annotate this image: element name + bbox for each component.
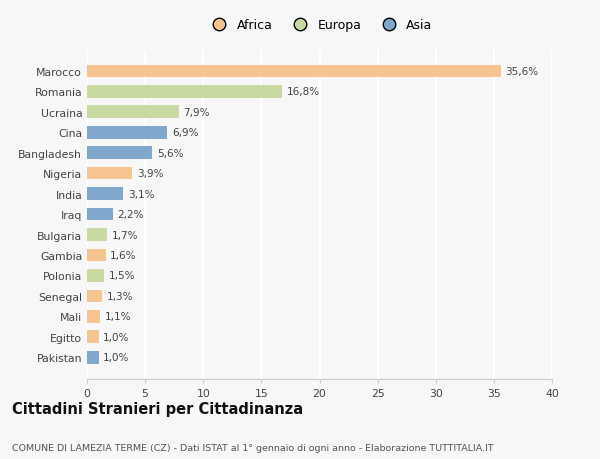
Bar <box>87 269 104 282</box>
Bar <box>87 310 100 323</box>
Text: 1,0%: 1,0% <box>103 353 130 363</box>
Bar <box>87 249 106 262</box>
Text: 1,5%: 1,5% <box>109 271 136 281</box>
Text: 6,9%: 6,9% <box>172 128 199 138</box>
Bar <box>87 147 152 160</box>
Text: 1,0%: 1,0% <box>103 332 130 342</box>
Text: 7,9%: 7,9% <box>184 107 210 118</box>
Text: COMUNE DI LAMEZIA TERME (CZ) - Dati ISTAT al 1° gennaio di ogni anno - Elaborazi: COMUNE DI LAMEZIA TERME (CZ) - Dati ISTA… <box>12 443 494 452</box>
Text: 2,2%: 2,2% <box>117 210 144 219</box>
Legend: Africa, Europa, Asia: Africa, Europa, Asia <box>202 14 437 37</box>
Bar <box>87 127 167 139</box>
Bar <box>87 65 501 78</box>
Bar <box>87 188 123 201</box>
Bar <box>87 330 98 343</box>
Bar <box>87 351 98 364</box>
Bar <box>87 290 102 302</box>
Text: 1,6%: 1,6% <box>110 251 137 260</box>
Bar <box>87 106 179 119</box>
Text: 3,1%: 3,1% <box>128 189 154 199</box>
Text: 5,6%: 5,6% <box>157 148 183 158</box>
Text: Cittadini Stranieri per Cittadinanza: Cittadini Stranieri per Cittadinanza <box>12 401 303 416</box>
Text: 3,9%: 3,9% <box>137 169 163 179</box>
Bar <box>87 208 113 221</box>
Text: 1,3%: 1,3% <box>107 291 133 301</box>
Bar <box>87 168 133 180</box>
Text: 35,6%: 35,6% <box>505 67 539 77</box>
Text: 16,8%: 16,8% <box>287 87 320 97</box>
Bar <box>87 229 107 241</box>
Text: 1,7%: 1,7% <box>112 230 138 240</box>
Bar <box>87 86 283 99</box>
Text: 1,1%: 1,1% <box>104 312 131 322</box>
